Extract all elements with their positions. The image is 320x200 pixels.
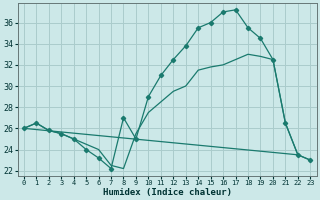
X-axis label: Humidex (Indice chaleur): Humidex (Indice chaleur)	[103, 188, 232, 197]
